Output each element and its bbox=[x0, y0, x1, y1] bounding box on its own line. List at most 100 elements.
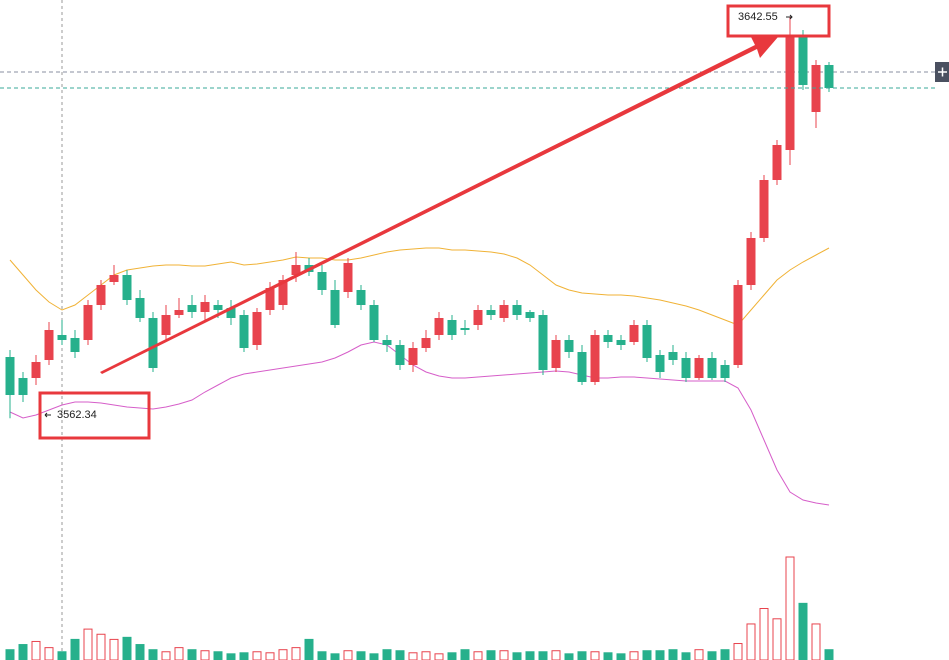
volume-bar bbox=[499, 650, 509, 660]
volume-bar bbox=[603, 652, 613, 660]
candle-body bbox=[824, 65, 834, 88]
candle-body bbox=[382, 340, 392, 345]
volume-bar bbox=[798, 602, 808, 660]
volume-bar bbox=[187, 649, 197, 660]
volume-bar bbox=[720, 649, 730, 660]
volume-bar bbox=[421, 651, 431, 660]
candle-body bbox=[109, 275, 119, 282]
volume-bar bbox=[538, 651, 548, 660]
candle-body bbox=[590, 335, 600, 382]
volume-bar bbox=[70, 638, 80, 660]
candle-body bbox=[291, 265, 301, 275]
candle-body bbox=[473, 310, 483, 325]
band-line bbox=[9, 247, 830, 326]
candle-body bbox=[746, 238, 756, 285]
volume-bar bbox=[746, 623, 756, 660]
volume-bar bbox=[733, 643, 743, 660]
candle-body bbox=[317, 272, 327, 290]
candle-body bbox=[525, 312, 535, 318]
low-label: 3562.34 bbox=[57, 409, 97, 421]
candle-body bbox=[369, 305, 379, 340]
candle-body bbox=[681, 358, 691, 378]
candle-body bbox=[83, 305, 93, 340]
candle-body bbox=[96, 285, 106, 305]
candle-body bbox=[447, 320, 457, 335]
volume-bar bbox=[824, 649, 834, 660]
candle-body bbox=[759, 180, 769, 238]
candle-body bbox=[694, 358, 704, 378]
volume-bar bbox=[707, 651, 717, 660]
volume-bar bbox=[434, 653, 444, 660]
candle-body bbox=[252, 312, 262, 345]
candle-body bbox=[135, 298, 145, 318]
volume-bar bbox=[96, 633, 106, 660]
volume-bar bbox=[460, 649, 470, 660]
candle-body bbox=[772, 145, 782, 180]
volume-bar bbox=[304, 638, 314, 660]
volume-bar bbox=[317, 651, 327, 660]
volume-bar bbox=[759, 608, 769, 660]
volume-bar bbox=[512, 652, 522, 660]
annotation-box bbox=[726, 4, 831, 38]
candle-body bbox=[343, 263, 353, 292]
volume-bar bbox=[577, 651, 587, 660]
volume-bar bbox=[226, 653, 236, 660]
volume-bar bbox=[681, 652, 691, 660]
volume-bar bbox=[811, 623, 821, 660]
candle-body bbox=[265, 288, 275, 310]
candle-body bbox=[629, 325, 639, 342]
volume-bar bbox=[278, 649, 288, 660]
volume-bar bbox=[18, 644, 28, 660]
candle-body bbox=[538, 315, 548, 370]
volume-bar bbox=[343, 650, 353, 660]
volume-bar bbox=[57, 651, 67, 660]
candle-body bbox=[603, 335, 613, 342]
candle-body bbox=[564, 340, 574, 352]
candle-body bbox=[148, 318, 158, 368]
volume-bar bbox=[330, 653, 340, 660]
volume-bar bbox=[395, 650, 405, 660]
high-label: 3642.55 bbox=[738, 11, 778, 23]
candle-body bbox=[44, 330, 54, 360]
candle-body bbox=[720, 365, 730, 378]
annotation-arrow bbox=[100, 35, 778, 374]
candle-body bbox=[122, 275, 132, 300]
candle-body bbox=[668, 352, 678, 360]
candle-body bbox=[460, 328, 470, 330]
candle-body bbox=[408, 348, 418, 365]
candle-body bbox=[200, 302, 210, 312]
volume-bar bbox=[772, 618, 782, 660]
candle-body bbox=[226, 308, 236, 318]
volume-bar bbox=[44, 647, 54, 660]
volume-bar bbox=[408, 652, 418, 660]
volume-bar bbox=[590, 651, 600, 660]
volume-bar bbox=[31, 640, 41, 660]
zoom-button[interactable] bbox=[935, 62, 949, 82]
candle-body bbox=[356, 290, 366, 305]
band-line bbox=[9, 341, 830, 506]
volume-bar bbox=[252, 651, 262, 660]
candle-body bbox=[18, 378, 28, 395]
volume-bar bbox=[447, 652, 457, 660]
candle-body bbox=[512, 305, 522, 315]
volume-bar bbox=[785, 556, 795, 660]
candle-body bbox=[616, 340, 626, 345]
volume-bar bbox=[174, 647, 184, 660]
volume-bar bbox=[551, 650, 561, 660]
volume-bar bbox=[135, 644, 145, 660]
volume-bar bbox=[213, 651, 223, 660]
candle-body bbox=[577, 352, 587, 382]
volume-bar bbox=[161, 651, 171, 660]
candle-body bbox=[213, 305, 223, 310]
candle-body bbox=[499, 305, 509, 318]
candle-body bbox=[70, 338, 80, 352]
volume-bar bbox=[564, 653, 574, 660]
candle-body bbox=[434, 318, 444, 335]
volume-bar bbox=[148, 649, 158, 660]
volume-bar bbox=[265, 652, 275, 660]
candle-body bbox=[486, 310, 496, 315]
candle-body bbox=[278, 280, 288, 305]
candle-body bbox=[5, 357, 15, 395]
zoom-icon[interactable] bbox=[938, 67, 947, 77]
